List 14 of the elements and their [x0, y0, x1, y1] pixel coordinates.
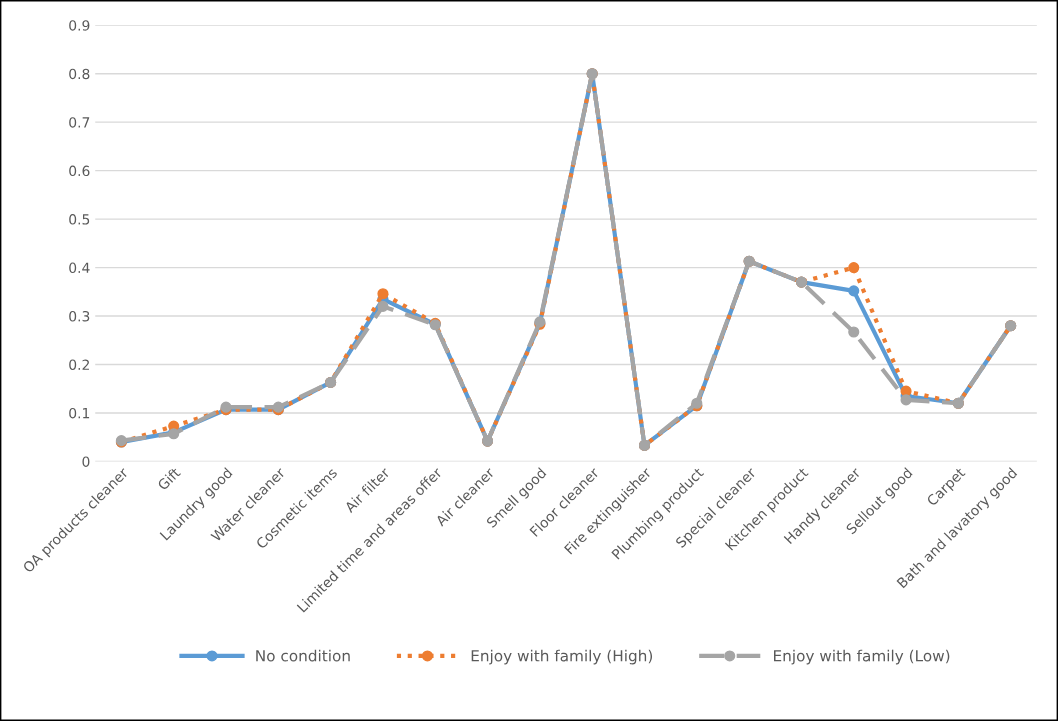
legend-label: Enjoy with family (Low): [774, 649, 950, 665]
y-tick-label: 0.4: [69, 262, 90, 274]
x-tick-label: Gift: [156, 466, 182, 491]
y-tick-label: 0.7: [69, 117, 90, 128]
y-tick-label: 0.2: [69, 359, 89, 370]
legend-label: Enjoy with family (High): [471, 649, 653, 665]
y-tick-label: 0.6: [69, 165, 90, 177]
y-tick-label: 0.8: [69, 68, 90, 80]
y-tick-label: 0.9: [69, 20, 90, 31]
y-tick-label: 0: [82, 456, 90, 467]
y-tick-label: 0.3: [69, 311, 90, 322]
y-tick-label: 0.5: [69, 214, 90, 225]
y-tick-label: 0.1: [69, 407, 90, 419]
legend-label: No condition: [256, 649, 350, 662]
